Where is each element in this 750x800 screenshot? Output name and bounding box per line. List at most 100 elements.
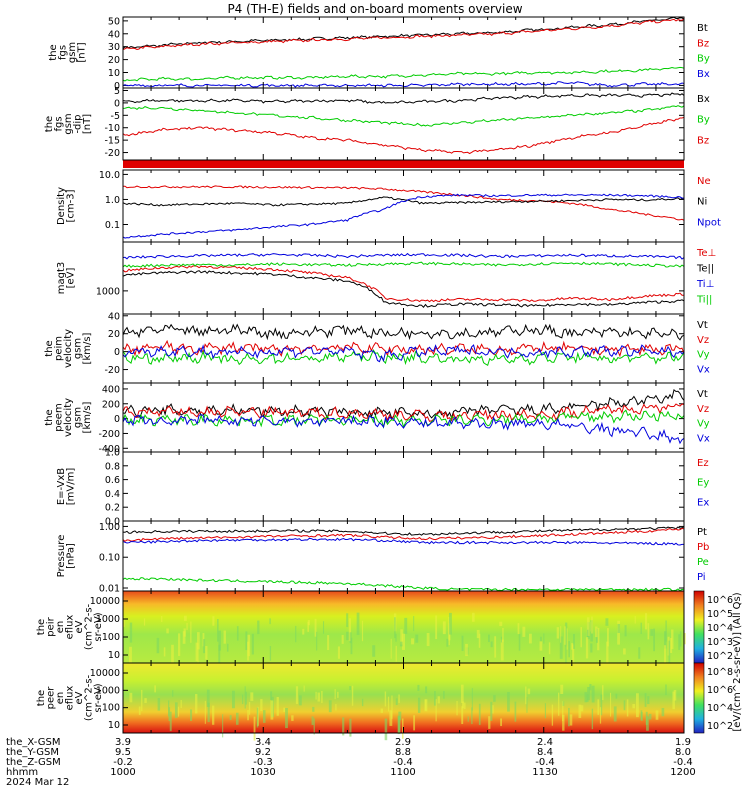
spectrogram-streak: [565, 622, 568, 647]
footer-value: 8.0: [675, 747, 691, 758]
y-tick-label: 0.0: [105, 517, 120, 528]
spectrogram-streak: [560, 684, 564, 694]
legend-vz: Vz: [697, 404, 709, 415]
series-line-by: [122, 66, 685, 82]
footer-value: -0.4: [393, 757, 413, 768]
y-axis-label: -dip: [73, 114, 84, 133]
spectrogram-streak: [634, 616, 636, 624]
legend-ey: Ey: [697, 478, 709, 489]
spectrogram-streak: [335, 704, 337, 711]
spectrogram-streak: [572, 644, 575, 669]
y-tick-label: -5: [111, 111, 120, 122]
spectrogram-streak: [276, 696, 279, 716]
panel-pressure: 1.00 0.10 0.01 Pt Pb Pe Pi Pressure[nPa]: [56, 520, 709, 595]
spectrogram-streak: [244, 686, 246, 709]
spectrogram-streak: [226, 643, 229, 652]
y-axis-label: magt3: [56, 262, 67, 295]
y-tick-label: -10: [104, 123, 120, 134]
spectrogram-streak: [597, 627, 600, 651]
series-line-vy: [122, 349, 685, 367]
spectrogram-streak: [295, 625, 297, 643]
y-axis-label: the: [48, 44, 59, 60]
spectrogram-streak: [183, 615, 187, 621]
footer-value: 3.4: [255, 737, 271, 748]
spectrogram-streak: [380, 708, 384, 713]
spectrogram-streak: [129, 622, 133, 643]
y-tick-label: 0: [114, 98, 120, 109]
spectrogram-streak: [190, 621, 192, 643]
footer-labels: the_X-GSM the_Y-GSM the_Z-GSM hhmm 2024 …: [6, 738, 69, 788]
footer-label-x: the_X-GSM: [6, 737, 61, 748]
spectrogram-streak: [539, 641, 543, 651]
series-line-ti: [122, 252, 685, 260]
footer-value: 9.2: [255, 747, 271, 758]
spectrogram-streak: [387, 696, 390, 712]
y-tick-label: 0.8: [105, 461, 120, 472]
spectrogram-streak: [143, 618, 146, 626]
spectrogram-streak: [488, 716, 491, 729]
spectrogram-streak: [195, 642, 198, 662]
spectrogram-streak: [166, 628, 169, 634]
spectrogram-streak: [645, 711, 648, 725]
spectrogram-streak: [138, 706, 141, 715]
y-axis-label: peer: [46, 686, 57, 710]
spectrogram-streak: [460, 684, 464, 703]
spectrogram-streak: [647, 623, 650, 640]
y-axis-label: the: [36, 619, 47, 635]
spectrogram-streak: [569, 714, 573, 726]
y-tick-label: 1000: [96, 614, 120, 625]
spectrogram-streak: [342, 717, 345, 736]
panel-density: 10.0 1.0 0.1 Ne Ni Npot Density[cm-3]: [56, 169, 721, 243]
spectrogram-streak: [568, 707, 570, 727]
spectrogram-streak: [307, 620, 310, 626]
legend-by: By: [697, 115, 710, 126]
legend-vx: Vx: [697, 364, 710, 375]
y-tick-label: 0.2: [105, 503, 120, 514]
spectrogram-streak: [269, 618, 271, 625]
spectrogram-streak: [626, 699, 629, 717]
spectrogram-streak: [161, 615, 163, 623]
series-line-npot: [122, 193, 684, 239]
y-axis-label: peir: [46, 616, 57, 636]
series-line-bx: [122, 92, 685, 104]
spectrogram-streak: [348, 618, 352, 642]
spectrogram-streak: [528, 633, 532, 644]
spectrogram-streak: [398, 711, 402, 721]
spectrogram-streak: [315, 691, 317, 700]
spectrogram-streak: [312, 706, 315, 712]
series-line-bz: [122, 116, 685, 155]
footer-label-y: the_Y-GSM: [6, 747, 60, 758]
spectrogram-streak: [591, 616, 593, 634]
spectrogram-streak: [235, 712, 239, 725]
footer-column-4: 1.9 8.0 -0.4 1200: [663, 738, 703, 778]
spectrogram-streak: [591, 685, 595, 703]
spectrogram-streak: [349, 686, 352, 691]
spectrogram-streak: [217, 619, 219, 642]
spectrogram-streak: [435, 699, 437, 722]
legend-te: Te⊥: [696, 248, 716, 259]
series-line-vt: [122, 389, 685, 420]
series-line-vz: [122, 403, 685, 423]
spectrogram-streak: [671, 629, 674, 650]
y-axis-label: gsm: [63, 113, 74, 134]
y-tick-label: 30: [108, 42, 120, 53]
spectrogram-streak: [670, 637, 673, 654]
spectrogram-streak: [384, 718, 388, 741]
spectrogram-streak: [314, 618, 317, 637]
y-tick-label: 0.6: [105, 475, 120, 486]
y-tick-label: 40: [108, 29, 120, 40]
spectrogram-streak: [247, 710, 249, 721]
spectrogram-streak: [488, 634, 490, 643]
y-tick-label: 1.00: [99, 522, 120, 533]
spectrogram-streak: [500, 718, 503, 727]
spectrogram-streak: [514, 701, 517, 722]
spectrogram-streak: [600, 694, 603, 716]
spectrogram-streak: [172, 690, 174, 697]
spectrogram-streak: [247, 641, 250, 661]
spectrogram-streak: [587, 629, 589, 637]
spectrogram-streak: [415, 634, 419, 643]
spectrogram-streak: [402, 718, 404, 739]
spectrogram-streak: [678, 634, 681, 650]
y-axis-label: gsm: [73, 338, 84, 359]
